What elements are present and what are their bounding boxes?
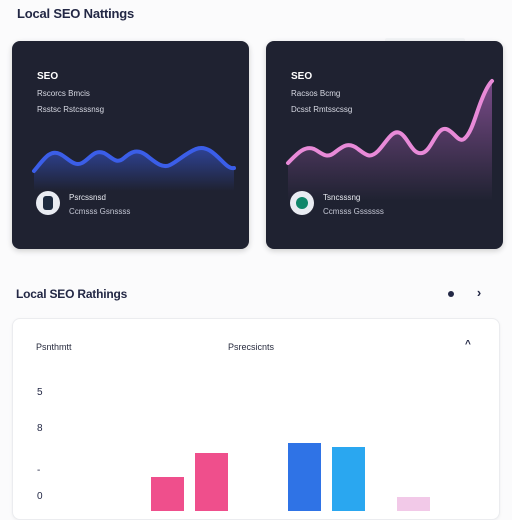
next-chevron-button[interactable]: › <box>476 285 482 300</box>
y-tick: 5 <box>37 387 43 398</box>
card-title: SEO <box>37 71 59 82</box>
chart-bar <box>195 453 228 511</box>
chart-bar <box>397 497 430 511</box>
chart-bar <box>332 447 365 511</box>
bar-chart <box>13 319 499 519</box>
y-tick: 0 <box>37 491 43 502</box>
person-role: Ccmsss Gsnssss <box>69 207 131 216</box>
person-name: Psrcssnsd <box>69 193 106 202</box>
person-role: Ccmsss Gssssss <box>323 207 384 216</box>
sparkline-area <box>34 147 234 191</box>
sparkline-line <box>286 79 494 165</box>
column-header-b[interactable]: Psrecsicnts <box>228 342 275 352</box>
chart-bar <box>151 477 184 511</box>
collapse-chevron-icon[interactable]: ^ <box>465 339 471 350</box>
column-header-a: Psnthmtt <box>36 342 72 352</box>
sparkline-chart <box>286 79 494 201</box>
status-dot-button[interactable] <box>444 287 458 301</box>
dot-icon <box>448 291 454 297</box>
page-title: Local SEO Nattings <box>17 6 135 21</box>
seo-card-left[interactable]: SEO Rscorcs Bmcis Rsstsc Rstcsssnsg Psrc… <box>12 41 249 249</box>
person-name: Tsncsssng <box>323 193 361 202</box>
card-metric-2: Rsstsc Rstcsssnsg <box>37 105 105 114</box>
user-icon <box>296 197 308 209</box>
ratings-panel: Psnthmtt Psrecsicnts ^ 5 8 - 0 <box>12 318 500 520</box>
avatar <box>36 191 60 215</box>
avatar <box>290 191 314 215</box>
card-metric-1: Racsos Bcmg <box>291 89 341 98</box>
chart-bar <box>288 443 321 511</box>
seo-card-right[interactable]: SEO Racsos Bcmg Dcsst Rmtsscssg Tsncsssn… <box>266 41 503 249</box>
sparkline-line <box>32 146 236 173</box>
y-tick: - <box>37 465 41 476</box>
y-tick: 8 <box>37 423 43 434</box>
card-title: SEO <box>291 71 313 82</box>
sparkline-area <box>288 81 492 201</box>
card-metric-2: Dcsst Rmtsscssg <box>291 105 353 114</box>
sparkline-chart <box>32 146 236 191</box>
section-title: Local SEO Rathings <box>16 287 128 301</box>
user-icon <box>43 196 53 210</box>
card-metric-1: Rscorcs Bmcis <box>37 89 90 98</box>
